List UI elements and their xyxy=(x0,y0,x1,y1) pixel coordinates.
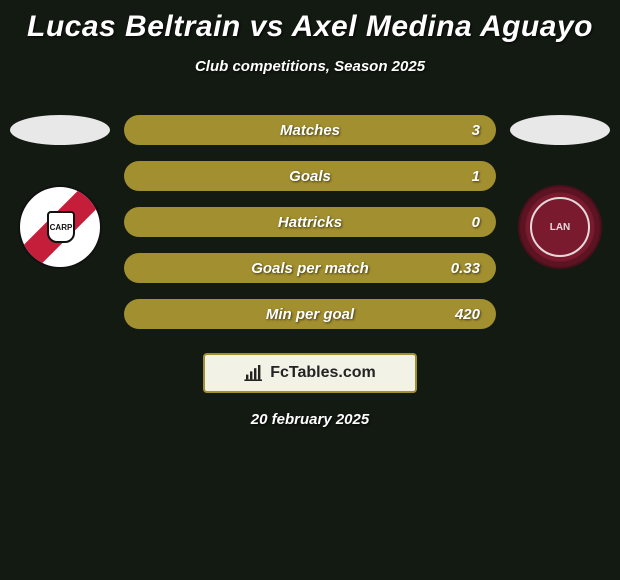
stat-label: Hattricks xyxy=(124,214,496,231)
right-player-column: LAN xyxy=(500,115,620,269)
stat-row-min-per-goal: Min per goal 420 xyxy=(124,299,496,329)
stat-row-goals: Goals 1 xyxy=(124,161,496,191)
stats-list: Matches 3 Goals 1 Hattricks 0 Goals per … xyxy=(120,115,500,329)
right-club-logo: LAN xyxy=(518,185,602,269)
stat-row-matches: Matches 3 xyxy=(124,115,496,145)
stat-value: 3 xyxy=(472,122,480,139)
stat-row-hattricks: Hattricks 0 xyxy=(124,207,496,237)
left-player-head-icon xyxy=(10,115,110,145)
stat-label: Min per goal xyxy=(124,306,496,323)
stat-label: Goals per match xyxy=(124,260,496,277)
logo-shield: CARP xyxy=(47,211,75,243)
page-title: Lucas Beltrain vs Axel Medina Aguayo xyxy=(27,10,593,44)
stat-value: 0 xyxy=(472,214,480,231)
content-row: CARP Matches 3 Goals 1 Hattricks 0 Goals… xyxy=(0,115,620,329)
date-text: 20 february 2025 xyxy=(251,411,369,428)
brand-text: FcTables.com xyxy=(270,364,376,382)
right-player-head-icon xyxy=(510,115,610,145)
subtitle: Club competitions, Season 2025 xyxy=(195,58,425,75)
bar-chart-icon xyxy=(244,365,264,381)
left-player-column: CARP xyxy=(0,115,120,269)
stat-label: Goals xyxy=(124,168,496,185)
stat-value: 1 xyxy=(472,168,480,185)
logo-inner: LAN xyxy=(530,197,590,257)
left-club-logo: CARP xyxy=(18,185,102,269)
stat-value: 0.33 xyxy=(451,260,480,277)
stat-label: Matches xyxy=(124,122,496,139)
stat-value: 420 xyxy=(455,306,480,323)
comparison-card: Lucas Beltrain vs Axel Medina Aguayo Clu… xyxy=(0,0,620,580)
stat-row-goals-per-match: Goals per match 0.33 xyxy=(124,253,496,283)
brand-box: FcTables.com xyxy=(203,353,417,393)
